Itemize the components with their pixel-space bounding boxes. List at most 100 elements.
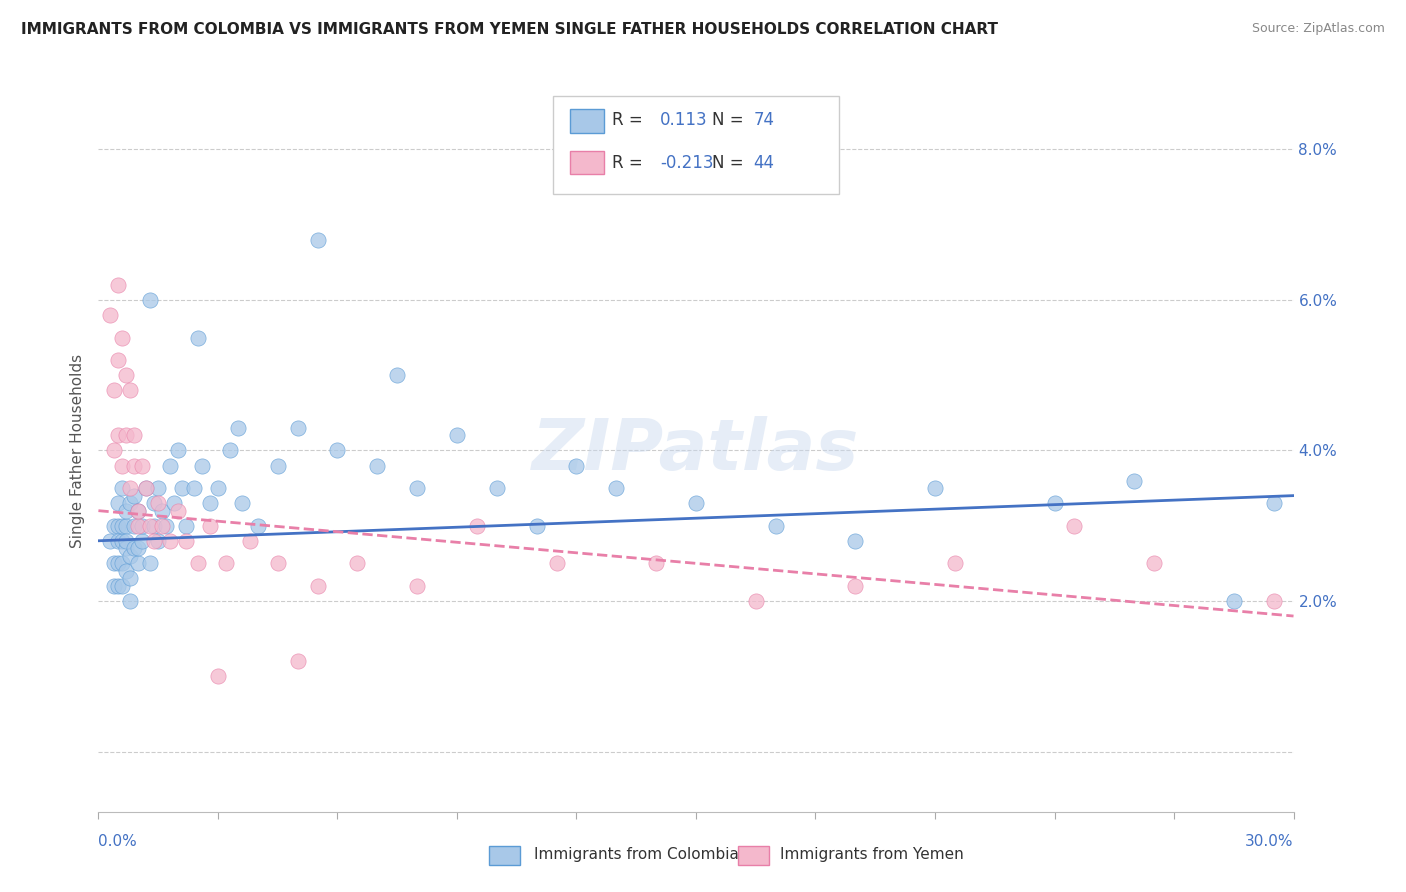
Text: Immigrants from Colombia: Immigrants from Colombia bbox=[534, 847, 740, 862]
Point bbox=[219, 443, 242, 458]
Point bbox=[139, 557, 162, 571]
Point bbox=[148, 481, 170, 495]
Point bbox=[844, 579, 866, 593]
Point bbox=[198, 496, 221, 510]
Point bbox=[159, 533, 181, 548]
Point bbox=[765, 518, 787, 533]
Text: R =: R = bbox=[613, 154, 648, 172]
Point bbox=[107, 533, 129, 548]
Point bbox=[115, 541, 138, 556]
Point bbox=[115, 503, 138, 517]
Point bbox=[127, 541, 149, 556]
Text: R =: R = bbox=[613, 112, 648, 129]
Point bbox=[127, 503, 149, 517]
Point bbox=[485, 481, 508, 495]
Point bbox=[159, 458, 181, 473]
Y-axis label: Single Father Households: Single Father Households bbox=[69, 353, 84, 548]
Text: N =: N = bbox=[711, 154, 748, 172]
Point bbox=[215, 557, 238, 571]
Point bbox=[131, 518, 153, 533]
Point bbox=[120, 496, 142, 510]
Text: N =: N = bbox=[711, 112, 748, 129]
Point bbox=[111, 330, 134, 344]
Point bbox=[111, 481, 134, 495]
Point bbox=[107, 518, 129, 533]
Text: Immigrants from Yemen: Immigrants from Yemen bbox=[780, 847, 965, 862]
Point bbox=[207, 481, 229, 495]
Point bbox=[385, 368, 409, 383]
Point bbox=[124, 428, 146, 442]
Point bbox=[406, 481, 429, 495]
Point bbox=[1223, 594, 1246, 608]
Point bbox=[446, 428, 468, 442]
Point bbox=[135, 481, 157, 495]
Point bbox=[605, 481, 627, 495]
Point bbox=[685, 496, 707, 510]
Text: 30.0%: 30.0% bbox=[1246, 834, 1294, 849]
Point bbox=[745, 594, 768, 608]
Point bbox=[943, 557, 966, 571]
Point bbox=[111, 458, 134, 473]
Point bbox=[139, 293, 162, 307]
Point bbox=[155, 518, 177, 533]
Point bbox=[131, 458, 153, 473]
Point bbox=[172, 481, 194, 495]
Point bbox=[239, 533, 262, 548]
Point bbox=[120, 384, 142, 398]
Point bbox=[127, 518, 149, 533]
FancyBboxPatch shape bbox=[571, 110, 605, 133]
Point bbox=[226, 421, 249, 435]
Point bbox=[143, 533, 166, 548]
Point bbox=[191, 458, 214, 473]
FancyBboxPatch shape bbox=[571, 152, 605, 175]
Point bbox=[98, 308, 122, 322]
Point bbox=[150, 518, 173, 533]
Text: 74: 74 bbox=[754, 112, 775, 129]
Point bbox=[307, 579, 329, 593]
Point bbox=[1063, 518, 1085, 533]
Point bbox=[174, 518, 197, 533]
Text: 0.0%: 0.0% bbox=[98, 834, 138, 849]
Point bbox=[115, 428, 138, 442]
Point bbox=[127, 557, 149, 571]
Point bbox=[120, 549, 142, 563]
Point bbox=[143, 518, 166, 533]
Point bbox=[120, 571, 142, 585]
Point bbox=[111, 518, 134, 533]
Point bbox=[111, 533, 134, 548]
Point bbox=[207, 669, 229, 683]
Point bbox=[198, 518, 221, 533]
Point bbox=[366, 458, 388, 473]
Point bbox=[111, 579, 134, 593]
Text: 0.113: 0.113 bbox=[661, 112, 707, 129]
Point bbox=[131, 533, 153, 548]
Point bbox=[174, 533, 197, 548]
Text: -0.213: -0.213 bbox=[661, 154, 714, 172]
Point bbox=[187, 330, 209, 344]
Point bbox=[231, 496, 253, 510]
Point bbox=[115, 564, 138, 578]
Point bbox=[565, 458, 588, 473]
Point bbox=[645, 557, 668, 571]
Point bbox=[526, 518, 548, 533]
Point bbox=[143, 496, 166, 510]
Point bbox=[103, 557, 125, 571]
Point bbox=[1143, 557, 1166, 571]
Point bbox=[107, 557, 129, 571]
Point bbox=[139, 518, 162, 533]
Point bbox=[346, 557, 368, 571]
Point bbox=[183, 481, 205, 495]
Point bbox=[103, 579, 125, 593]
Point bbox=[111, 557, 134, 571]
Text: Source: ZipAtlas.com: Source: ZipAtlas.com bbox=[1251, 22, 1385, 36]
Point bbox=[124, 518, 146, 533]
Point bbox=[307, 233, 329, 247]
Point bbox=[103, 518, 125, 533]
Point bbox=[167, 443, 190, 458]
Point bbox=[124, 489, 146, 503]
Point bbox=[120, 594, 142, 608]
Point bbox=[103, 384, 125, 398]
Point bbox=[187, 557, 209, 571]
Point bbox=[107, 428, 129, 442]
Text: IMMIGRANTS FROM COLOMBIA VS IMMIGRANTS FROM YEMEN SINGLE FATHER HOUSEHOLDS CORRE: IMMIGRANTS FROM COLOMBIA VS IMMIGRANTS F… bbox=[21, 22, 998, 37]
